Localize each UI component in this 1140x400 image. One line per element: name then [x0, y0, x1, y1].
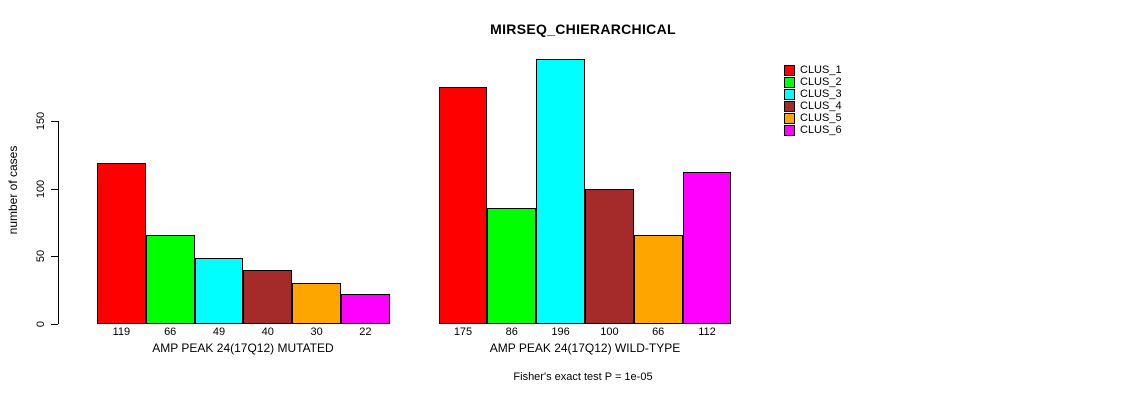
- y-axis-tick: [51, 256, 58, 258]
- legend: CLUS_1 CLUS_2 CLUS_3 CLUS_4 CLUS_5 CLUS_6: [784, 64, 842, 136]
- legend-swatch: [784, 88, 795, 100]
- bar-value-label: 22: [359, 326, 372, 338]
- y-axis-tick-label: 150: [35, 111, 47, 131]
- legend-label: CLUS_4: [800, 100, 842, 112]
- bar-clus_5: [292, 283, 341, 324]
- y-axis-line: [58, 121, 59, 324]
- legend-label: CLUS_2: [800, 76, 842, 88]
- bar-clus_2: [487, 207, 537, 324]
- bar-value-label: 175: [453, 326, 473, 338]
- bar-value-label: 40: [261, 326, 274, 338]
- legend-label: CLUS_5: [800, 112, 842, 124]
- legend-label: CLUS_3: [800, 88, 842, 100]
- legend-swatch: [784, 112, 795, 124]
- legend-item: CLUS_4: [784, 100, 842, 112]
- chart-title: MIRSEQ_CHIERARCHICAL: [490, 21, 676, 37]
- legend-swatch: [784, 76, 795, 88]
- legend-swatch: [784, 124, 795, 136]
- bar-clus_1: [97, 162, 146, 324]
- y-axis-tick-label: 100: [35, 179, 47, 198]
- bar-value-label: 100: [600, 326, 619, 338]
- bar-clus_6: [682, 172, 732, 324]
- bar-value-label: 119: [112, 326, 131, 338]
- legend-item: CLUS_3: [784, 88, 842, 100]
- bar-clus_6: [341, 294, 390, 324]
- bar-value-label: 66: [164, 326, 177, 338]
- legend-swatch: [784, 100, 795, 112]
- legend-item: CLUS_2: [784, 76, 842, 88]
- y-axis-tick-label: 50: [35, 250, 47, 263]
- y-axis-tick: [51, 188, 58, 190]
- bar-clus_3: [536, 58, 585, 324]
- y-axis-tick: [51, 324, 58, 325]
- chart-annotation: Fisher's exact test P = 1e-05: [513, 371, 653, 383]
- legend-item: CLUS_1: [784, 64, 842, 76]
- bar-clus_5: [633, 234, 683, 324]
- bar-value-label: 112: [698, 326, 716, 338]
- y-axis-tick: [51, 121, 58, 122]
- bar-clus_4: [243, 269, 293, 324]
- legend-swatch: [784, 64, 795, 76]
- x-axis-group-label-mutated: AMP PEAK 24(17Q12) MUTATED: [152, 341, 334, 355]
- legend-label: CLUS_1: [800, 64, 842, 76]
- legend-label: CLUS_6: [800, 124, 842, 136]
- bar-clus_3: [194, 257, 244, 324]
- legend-item: CLUS_5: [784, 112, 842, 124]
- bar-clus_2: [145, 234, 195, 324]
- bar-clus_1: [438, 87, 488, 324]
- bar-value-label: 30: [310, 326, 323, 338]
- bar-value-label: 66: [652, 326, 665, 338]
- legend-item: CLUS_6: [784, 124, 842, 136]
- bar-value-label: 196: [551, 326, 570, 338]
- y-axis-label: number of cases: [6, 145, 20, 235]
- bar-value-label: 86: [505, 326, 518, 338]
- bar-value-label: 49: [212, 326, 226, 338]
- bar-clus_4: [585, 188, 634, 324]
- x-axis-group-label-wildtype: AMP PEAK 24(17Q12) WILD-TYPE: [489, 341, 681, 355]
- y-axis-tick-label: 0: [35, 320, 47, 328]
